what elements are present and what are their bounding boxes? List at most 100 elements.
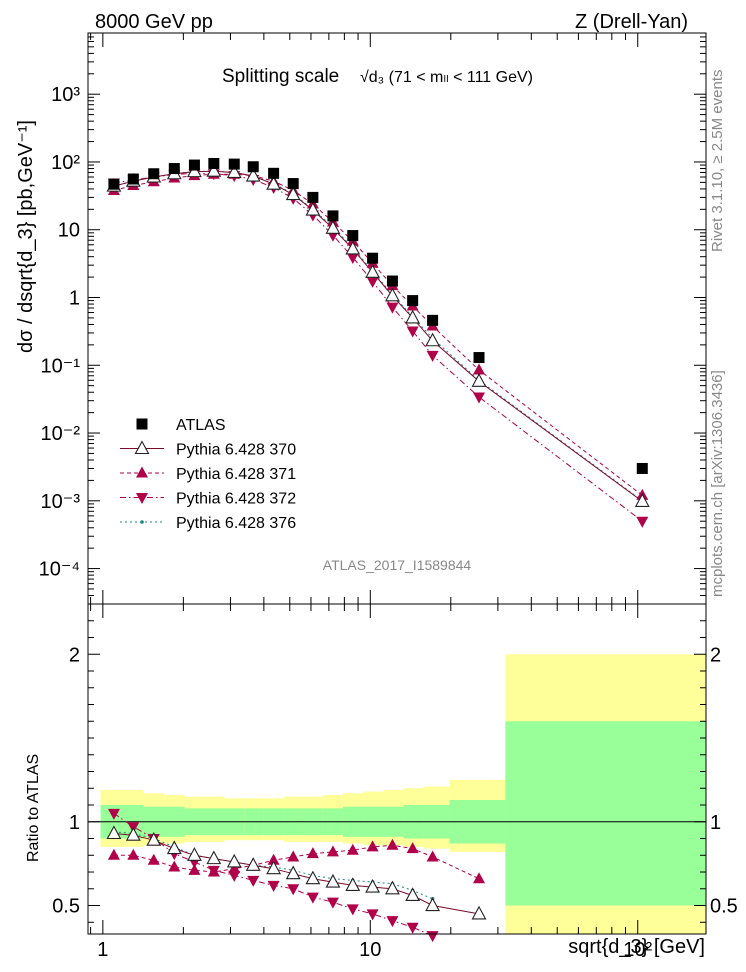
ratio-y-tick-label-right: 2: [710, 644, 721, 666]
data-point-pythia-6-428-370: [305, 201, 321, 216]
ratio-point-pythia-6-428-370: [226, 853, 242, 868]
ratio-point-pythia-6-428-372: [247, 875, 260, 887]
ratio-point-pythia-6-428-371: [267, 853, 280, 865]
ratio-plot-panel: 0.5 0.5 1 1 2 2 1 10 10² Ratio to ATLAS sqrt{d_3…: [25, 603, 738, 961]
data-point-pythia-6-428-370: [634, 493, 650, 507]
ratio-y-tick-label: 1: [69, 812, 80, 834]
ratio-y-tick-label-right: 0.5: [710, 896, 738, 918]
data-point-atlas: [473, 352, 485, 364]
ratio-point-pythia-6-428-372: [107, 808, 120, 820]
ratio-y-axis-label: Ratio to ATLAS: [25, 754, 42, 862]
ratio-point-pythia-6-428-372: [346, 904, 359, 916]
legend-label-pythia-6-428-370: Pythia 6.428 370: [176, 442, 296, 459]
data-point-atlas: [208, 157, 220, 169]
ratio-point-pythia-6-428-370: [245, 857, 261, 871]
legend-label-pythia-6-428-376: Pythia 6.428 376: [176, 515, 296, 532]
ratio-point-pythia-6-428-372: [406, 922, 419, 934]
data-point-pythia-6-428-370: [285, 186, 301, 201]
y-tick-label: 10²: [51, 152, 80, 174]
y-tick-label: 10³: [51, 84, 80, 106]
ratio-point-pythia-6-428-370: [405, 887, 421, 902]
legend-marker-pythia-6-428-372: [136, 493, 148, 504]
ratio-point-pythia-6-428-370: [305, 870, 321, 885]
ratio-point-pythia-6-428-372: [306, 892, 319, 904]
ratio-point-pythia-6-428-372: [267, 880, 280, 892]
ratio-point-pythia-6-428-371: [127, 848, 140, 860]
ratio-y-tick-label: 0.5: [52, 896, 80, 918]
main-y-axis-label: dσ / dsqrt{d_3} [pb,GeV⁻¹]: [15, 120, 37, 353]
analysis-label: ATLAS_2017_I1589844: [323, 557, 472, 573]
ratio-point-pythia-6-428-371: [326, 845, 339, 857]
y-tick-label: 10⁻²: [41, 423, 81, 445]
ratio-point-pythia-6-428-371: [287, 850, 300, 862]
chart-title-formula: √d₃ (71 < mₗₗ < 111 GeV): [360, 69, 533, 86]
x-tick-label: 1: [97, 939, 108, 961]
data-point-atlas: [127, 173, 139, 185]
legend: ATLAS Pythia 6.428 370 Pythia 6.428 371 Pyt…: [120, 417, 296, 532]
ratio-point-pythia-6-428-371: [228, 862, 241, 874]
data-point-pythia-6-428-370: [187, 163, 202, 178]
data-point-atlas: [427, 314, 439, 326]
ratio-line-pythia-6-428-376: [113, 831, 433, 900]
data-point-pythia-6-428-370: [325, 220, 341, 234]
data-point-pythia-6-428-372: [426, 350, 439, 362]
ratio-point-pythia-6-428-370: [425, 897, 441, 912]
header-left-label: 8000 GeV pp: [95, 11, 213, 33]
data-point-pythia-6-428-372: [406, 326, 419, 338]
y-tick-label: 10⁻³: [41, 491, 81, 513]
ratio-point-pythia-6-428-371: [188, 863, 201, 875]
data-point-pythia-6-428-370: [226, 164, 242, 179]
ratio-point-pythia-6-428-371: [306, 847, 319, 859]
data-point-pythia-6-428-370: [345, 240, 361, 255]
ratio-point-pythia-6-428-371: [346, 843, 359, 855]
ratio-point-pythia-6-428-370: [385, 880, 400, 895]
data-point-pythia-6-428-372: [636, 516, 649, 528]
uncertainty-band-inner: [505, 721, 706, 906]
ratio-point-pythia-6-428-372: [426, 931, 439, 943]
data-point-atlas: [636, 462, 648, 474]
ratio-point-pythia-6-428-370: [325, 873, 341, 888]
ratio-point-pythia-6-428-371: [386, 838, 399, 850]
data-point-atlas: [228, 158, 240, 170]
ratio-point-pythia-6-428-372: [326, 897, 339, 909]
legend-marker-pythia-6-428-376: [140, 520, 144, 524]
mcplots-reference-label: mcplots.cern.ch [arXiv:1306.3436]: [709, 370, 726, 597]
ratio-point-pythia-6-428-370: [187, 847, 202, 861]
y-tick-label: 10⁻¹: [41, 355, 81, 377]
ratio-point-pythia-6-428-371: [426, 850, 439, 862]
legend-label-pythia-6-428-371: Pythia 6.428 371: [176, 466, 296, 483]
chart-title-math: √d₃ (71 < mₗₗ < 111 GeV): [360, 69, 533, 86]
data-point-atlas: [268, 167, 280, 179]
data-point-atlas: [168, 163, 180, 175]
data-point-atlas: [108, 178, 120, 190]
ratio-point-pythia-6-428-371: [107, 848, 120, 860]
header-right-label: Z (Drell-Yan): [575, 11, 688, 33]
data-point-atlas: [407, 295, 419, 307]
data-point-pythia-6-428-370: [365, 264, 381, 278]
svg-text:dσ / dsqrt{d_3} [pb,GeV⁻¹]: dσ / dsqrt{d_3} [pb,GeV⁻¹]: [15, 120, 37, 353]
data-point-pythia-6-428-372: [386, 302, 399, 314]
data-point-pythia-6-428-370: [405, 309, 421, 324]
ratio-point-pythia-6-428-372: [287, 884, 300, 896]
data-point-atlas: [327, 210, 339, 222]
legend-label-atlas: ATLAS: [176, 417, 226, 434]
ratio-y-tick-label: 2: [69, 644, 80, 666]
ratio-point-pythia-6-428-372: [366, 909, 379, 921]
ratio-point-pythia-6-428-370: [266, 860, 282, 875]
ratio-point-pythia-6-428-372: [228, 870, 241, 882]
data-point-pythia-6-428-370: [385, 287, 400, 302]
ratio-point-pythia-6-428-370: [125, 827, 141, 841]
data-point-pythia-6-428-370: [245, 167, 261, 182]
data-point-pythia-6-428-370: [471, 373, 487, 387]
data-point-atlas: [367, 252, 379, 264]
rivet-version-label: Rivet 3.1.10, ≥ 2.5M events: [709, 70, 726, 253]
data-point-pythia-6-428-372: [366, 276, 379, 288]
ratio-point-pythia-6-428-371: [366, 840, 379, 852]
chart-title: Splitting scale: [222, 66, 339, 87]
ratio-point-pythia-6-428-370: [471, 905, 487, 920]
legend-label-pythia-6-428-372: Pythia 6.428 372: [176, 491, 296, 508]
data-point-atlas: [247, 161, 259, 173]
legend-marker-atlas: [136, 418, 148, 430]
data-point-atlas: [287, 178, 299, 190]
y-tick-label: 1: [69, 287, 80, 309]
